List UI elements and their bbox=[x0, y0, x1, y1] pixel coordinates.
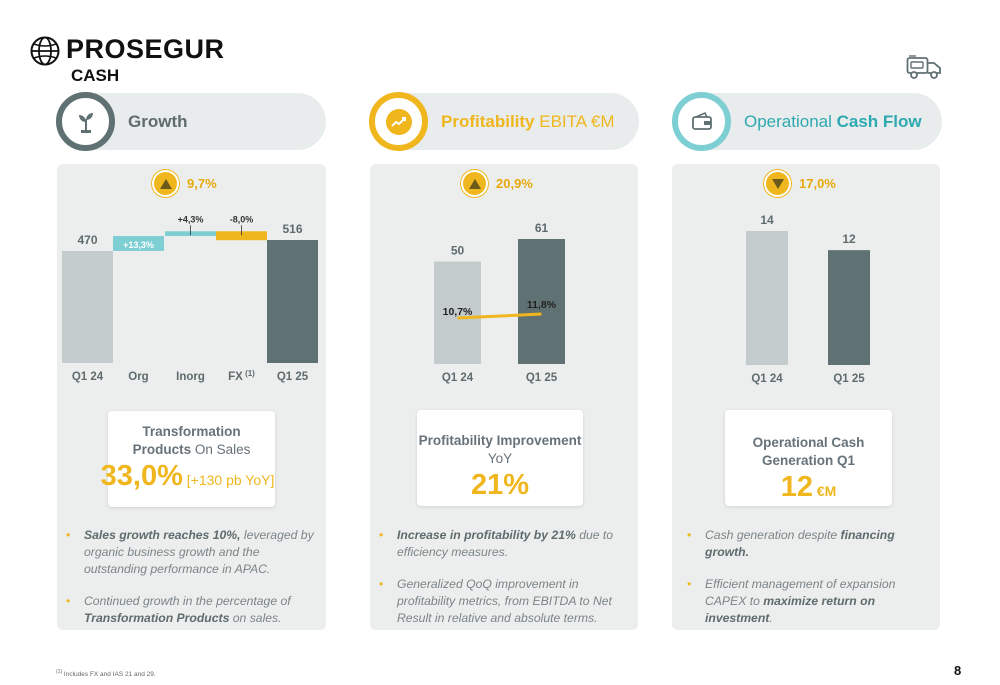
growth-title: Growth bbox=[128, 112, 188, 131]
footnote: (1) Includes FX and IAS 21 and 29. bbox=[56, 669, 156, 678]
transformation-box-delta: [+130 pb YoY] bbox=[182, 472, 275, 488]
profitability-bullets: Increase in profitability by 21% due to … bbox=[375, 527, 637, 642]
page-number: 8 bbox=[954, 663, 962, 678]
cash-box-line1: Operational Cash bbox=[752, 435, 865, 450]
fx-superscript: (1) bbox=[243, 369, 255, 378]
wallet-icon bbox=[691, 111, 712, 130]
cash-bar-1 bbox=[828, 250, 870, 365]
profitability-badge: 20,9% bbox=[461, 170, 533, 197]
profit-category-label-0: Q1 24 bbox=[442, 372, 474, 384]
cash-category-label-1: Q1 25 bbox=[833, 373, 865, 385]
profitability-bar-chart: 50 Q1 24 61 Q1 25 10,7% 11,8% bbox=[434, 221, 565, 384]
profit-bar-0 bbox=[434, 261, 481, 364]
waterfall-bar-0 bbox=[62, 250, 113, 363]
waterfall-category-label-2: Inorg bbox=[176, 371, 205, 383]
trend-chart-icon bbox=[385, 108, 412, 135]
growth-header: Growth bbox=[56, 92, 326, 151]
logo-text-main: PROSEGUR bbox=[66, 34, 225, 64]
waterfall-value-label-1: +13,3% bbox=[123, 240, 154, 250]
transformation-box-line2-rest: On Sales bbox=[191, 442, 251, 457]
cash-box-line2: Generation Q1 bbox=[761, 453, 856, 468]
waterfall-bar-3 bbox=[216, 231, 267, 241]
profitability-title: Profitability EBITA €M bbox=[441, 93, 615, 150]
cashflow-down-arrow-icon bbox=[764, 170, 791, 197]
transformation-box-line2-bold: Products bbox=[132, 442, 192, 457]
cashflow-badge-value: 17,0% bbox=[799, 176, 836, 191]
profitability-title-rest: EBITA €M bbox=[534, 112, 615, 131]
cashflow-title-rest: Operational bbox=[744, 112, 837, 131]
transformation-box-value: 33,0% bbox=[100, 460, 183, 492]
waterfall-bar-1 bbox=[113, 236, 164, 251]
cash-bar-0 bbox=[746, 231, 788, 365]
cash-truck-icon bbox=[906, 55, 941, 79]
growth-up-arrow-icon bbox=[152, 170, 179, 197]
company-logo: PROSEGUR CASH bbox=[30, 36, 225, 84]
growth-icon-circle bbox=[56, 92, 115, 151]
waterfall-value-label-0: 470 bbox=[77, 233, 97, 247]
cash-value-label-0: 14 bbox=[760, 213, 774, 227]
margin-label-1: 11,8% bbox=[527, 299, 557, 311]
cashflow-title-bold: Cash Flow bbox=[836, 112, 922, 131]
profitability-box-line1: Profitability Improvement bbox=[418, 433, 582, 448]
waterfall-category-label-0: Q1 24 bbox=[72, 371, 104, 383]
cashflow-title: Operational Cash Flow bbox=[744, 93, 922, 150]
cashflow-icon-circle bbox=[672, 92, 731, 151]
profit-value-label-1: 61 bbox=[535, 221, 549, 235]
profitability-bullet-1: Increase in profitability by 21% due to … bbox=[375, 527, 637, 561]
margin-line bbox=[457, 312, 542, 320]
profitability-bullet-2: Generalized QoQ improvement in profitabi… bbox=[375, 576, 637, 627]
waterfall-category-label-4: Q1 25 bbox=[277, 371, 309, 383]
profitability-header: Profitability EBITA €M bbox=[369, 92, 639, 151]
profitability-up-arrow-icon bbox=[461, 170, 488, 197]
profitability-improvement-box: Profitability Improvement YoY 21% bbox=[417, 410, 583, 506]
footnote-marker: (1) bbox=[56, 669, 63, 675]
profitability-box-value: 21% bbox=[470, 469, 530, 501]
profitability-title-bold: Profitability bbox=[441, 112, 535, 131]
cashflow-bullets: Cash generation despite financing growth… bbox=[683, 527, 938, 642]
globe-icon bbox=[30, 36, 60, 66]
cash-box-value: 12 bbox=[780, 471, 813, 503]
growth-bullet-1: Sales growth reaches 10%, leveraged by o… bbox=[62, 527, 324, 578]
profit-bar-1 bbox=[518, 239, 565, 364]
logo-text-sub: CASH bbox=[71, 66, 120, 85]
margin-label-0: 10,7% bbox=[443, 306, 473, 318]
waterfall-value-label-2: +4,3% bbox=[178, 214, 204, 224]
cash-value-label-1: 12 bbox=[842, 232, 856, 246]
growth-bullets: Sales growth reaches 10%, leveraged by o… bbox=[62, 527, 324, 642]
cash-category-label-0: Q1 24 bbox=[751, 373, 783, 385]
cashflow-bullet-1: Cash generation despite financing growth… bbox=[683, 527, 938, 561]
growth-badge: 9,7% bbox=[152, 170, 217, 197]
cashflow-header: Operational Cash Flow bbox=[672, 92, 942, 151]
operational-cash-box: Operational Cash Generation Q1 12 €M bbox=[725, 410, 892, 506]
waterfall-value-label-4: 516 bbox=[282, 222, 302, 236]
cash-box-unit: €M bbox=[812, 483, 837, 499]
growth-bullet-2: Continued growth in the percentage of Tr… bbox=[62, 593, 324, 627]
plant-growth-icon bbox=[78, 112, 93, 133]
profitability-box-line2: YoY bbox=[487, 451, 513, 466]
transformation-box-line1: Transformation bbox=[142, 424, 241, 439]
footnote-text: Includes FX and IAS 21 and 29. bbox=[62, 671, 156, 679]
profit-category-label-1: Q1 25 bbox=[526, 372, 558, 384]
waterfall-value-label-3: -8,0% bbox=[230, 214, 254, 224]
waterfall-category-label-1: Org bbox=[128, 371, 148, 383]
profit-value-label-0: 50 bbox=[451, 244, 465, 258]
profitability-icon-circle bbox=[369, 92, 428, 151]
waterfall-bar-4 bbox=[267, 240, 318, 363]
growth-badge-value: 9,7% bbox=[187, 176, 217, 191]
cashflow-badge: 17,0% bbox=[764, 170, 836, 197]
profitability-badge-value: 20,9% bbox=[496, 176, 533, 191]
cashflow-bar-chart: 14 Q1 24 12 Q1 25 bbox=[746, 213, 870, 385]
transformation-products-box: Transformation Products On Sales 33,0% [… bbox=[101, 411, 275, 507]
cashflow-bullet-2: Efficient management of expansion CAPEX … bbox=[683, 576, 938, 627]
